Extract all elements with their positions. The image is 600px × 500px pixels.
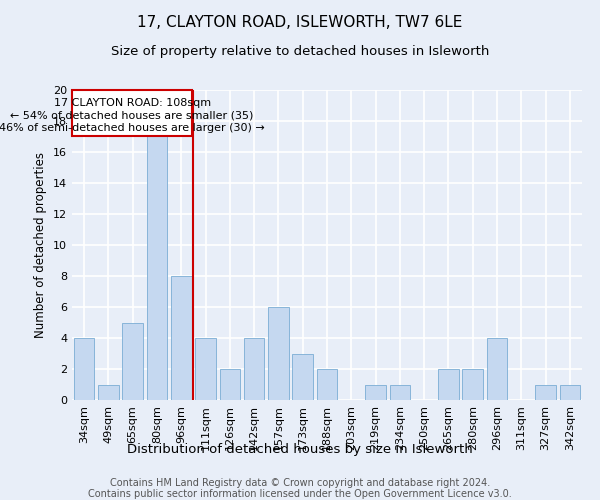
Bar [268, 307, 289, 400]
Text: 17, CLAYTON ROAD, ISLEWORTH, TW7 6LE: 17, CLAYTON ROAD, ISLEWORTH, TW7 6LE [137, 15, 463, 30]
Text: Distribution of detached houses by size in Isleworth: Distribution of detached houses by size … [127, 442, 473, 456]
Bar [244, 338, 265, 400]
Text: 17 CLAYTON ROAD: 108sqm: 17 CLAYTON ROAD: 108sqm [53, 98, 211, 108]
Text: ← 54% of detached houses are smaller (35): ← 54% of detached houses are smaller (35… [10, 110, 254, 120]
Bar [560, 384, 580, 400]
Bar [389, 384, 410, 400]
Bar [72, 90, 192, 136]
Y-axis label: Number of detached properties: Number of detached properties [34, 152, 47, 338]
Bar [365, 384, 386, 400]
Bar [195, 338, 216, 400]
Bar [438, 369, 459, 400]
Text: Size of property relative to detached houses in Isleworth: Size of property relative to detached ho… [111, 45, 489, 58]
Bar [292, 354, 313, 400]
Bar [98, 384, 119, 400]
Bar [535, 384, 556, 400]
Bar [74, 338, 94, 400]
Text: Contains HM Land Registry data © Crown copyright and database right 2024.: Contains HM Land Registry data © Crown c… [110, 478, 490, 488]
Bar [146, 136, 167, 400]
Bar [122, 322, 143, 400]
Bar [487, 338, 508, 400]
Bar [463, 369, 483, 400]
Text: 46% of semi-detached houses are larger (30) →: 46% of semi-detached houses are larger (… [0, 124, 265, 134]
Bar [220, 369, 240, 400]
Bar [171, 276, 191, 400]
Text: Contains public sector information licensed under the Open Government Licence v3: Contains public sector information licen… [88, 489, 512, 499]
Bar [317, 369, 337, 400]
